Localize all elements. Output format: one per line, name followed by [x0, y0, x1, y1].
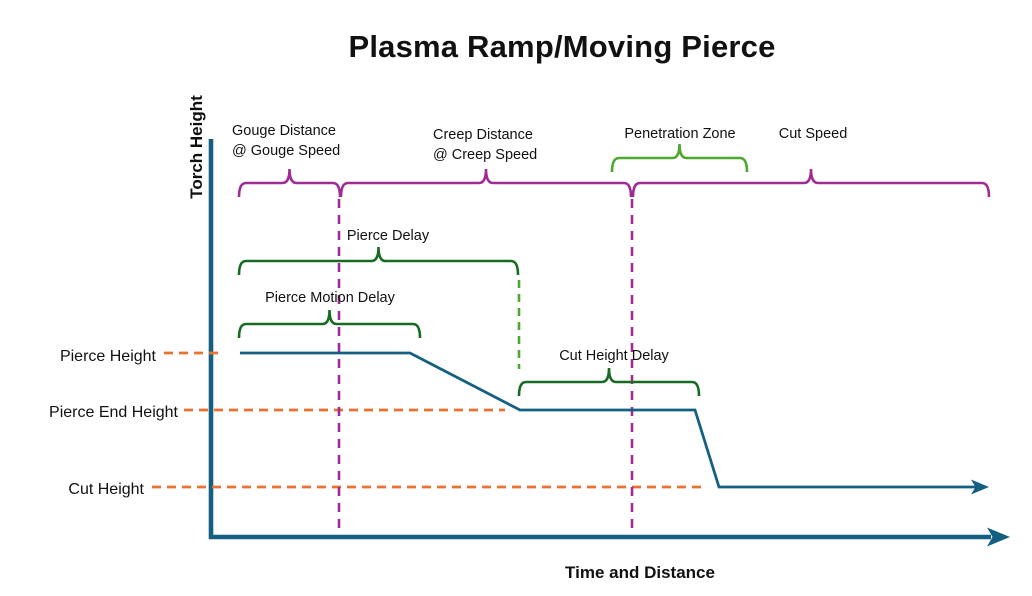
gouge-distance-brace — [237, 168, 342, 198]
gouge-distance-label-line2: @ Gouge Speed — [232, 143, 340, 159]
creep-distance-brace — [339, 168, 633, 198]
profile-line-arrow-icon — [971, 479, 989, 495]
pierce-delay-label: Pierce Delay — [347, 228, 430, 244]
creep-distance-label-line2: @ Creep Speed — [433, 147, 537, 163]
pierce-motion-delay-brace — [237, 309, 422, 339]
pierce-delay-brace — [237, 246, 520, 276]
cut-speed-label: Cut Speed — [779, 126, 848, 142]
pierce-end-height-label: Pierce End Height — [49, 404, 179, 421]
pierce-motion-delay-label: Pierce Motion Delay — [265, 290, 395, 306]
x-axis-arrow-icon — [987, 527, 1010, 547]
x-axis-label: Time and Distance — [565, 563, 715, 582]
penetration-zone-brace — [610, 143, 749, 173]
cut-height-delay-label: Cut Height Delay — [559, 348, 669, 364]
torch-height-profile-line — [240, 351, 976, 489]
gouge-distance-label-line1: Gouge Distance — [232, 123, 336, 139]
cut-height-delay-brace — [517, 367, 701, 397]
y-axis-label: Torch Height — [187, 95, 206, 199]
penetration-zone-label: Penetration Zone — [624, 126, 735, 142]
cut-height-label: Cut Height — [68, 481, 144, 498]
page-title: Plasma Ramp/Moving Pierce — [348, 29, 775, 64]
creep-distance-label-line1: Creep Distance — [433, 127, 533, 143]
pierce-height-label: Pierce Height — [60, 348, 157, 365]
axis-lines — [208, 139, 991, 540]
cut-speed-brace — [631, 168, 991, 198]
